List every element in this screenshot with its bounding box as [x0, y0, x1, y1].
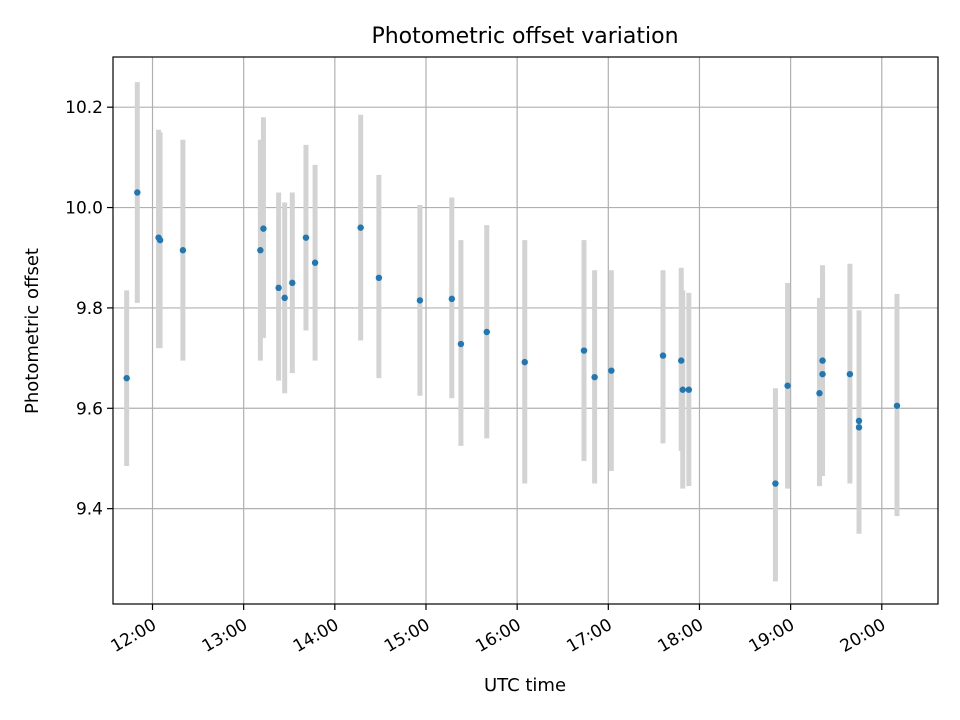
y-tick-label: 9.4	[76, 500, 103, 520]
data-point	[819, 357, 826, 364]
data-point	[457, 340, 465, 348]
data-point	[580, 347, 588, 354]
data-point	[659, 352, 667, 359]
data-point	[179, 247, 187, 254]
data-point	[134, 189, 141, 196]
data-point	[289, 279, 296, 287]
data-point	[257, 247, 264, 254]
data-point	[819, 370, 826, 378]
x-axis-label: UTC time	[484, 675, 566, 696]
data-point	[893, 402, 901, 409]
data-point	[156, 236, 164, 244]
plot-frame	[112, 56, 939, 605]
data-point	[448, 295, 456, 303]
y-tick-label: 9.6	[76, 399, 103, 419]
data-point	[591, 373, 598, 381]
y-axis-label: Photometric offset	[22, 248, 43, 414]
data-point	[678, 357, 685, 364]
data-point	[608, 367, 615, 374]
y-tick-label: 9.8	[76, 299, 103, 319]
grid	[113, 57, 938, 604]
data-point	[483, 328, 490, 336]
data-point	[846, 370, 854, 378]
data-point	[816, 390, 823, 397]
data-point	[521, 358, 528, 366]
chart-title: Photometric offset variation	[371, 24, 678, 49]
data-point	[855, 417, 863, 425]
data-point	[685, 386, 693, 393]
y-tick-label: 10.2	[65, 98, 103, 118]
y-axis-ticks: 9.4 9.6 9.8 10.0 10.2	[65, 98, 113, 520]
data-points	[123, 189, 901, 487]
data-point	[302, 234, 310, 241]
data-point	[679, 386, 686, 393]
data-point	[784, 382, 791, 389]
data-point	[260, 225, 267, 232]
data-point	[772, 480, 779, 487]
y-tick-label: 10.0	[65, 199, 103, 219]
data-point	[416, 297, 424, 304]
data-point	[855, 424, 863, 431]
data-point	[375, 274, 383, 282]
data-point	[275, 284, 282, 292]
data-point	[123, 374, 130, 382]
data-point	[311, 259, 319, 266]
data-point	[281, 294, 288, 302]
data-point	[357, 224, 364, 231]
